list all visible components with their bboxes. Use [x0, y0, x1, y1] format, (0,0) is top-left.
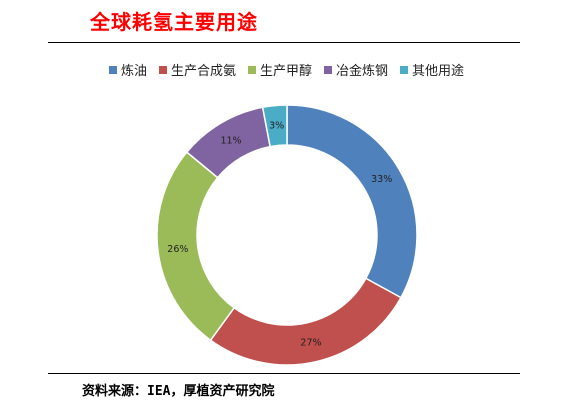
legend-swatch-methanol	[247, 65, 256, 74]
legend-label-steel: 冶金炼钢	[336, 64, 389, 79]
donut-slice-other	[261, 104, 288, 148]
donut-slice-refining	[286, 104, 418, 299]
slice-value-label-other: 3%	[269, 120, 284, 131]
legend-label-ammonia: 生产合成氨	[170, 64, 236, 79]
legend-item-ammonia: 生产合成氨	[158, 60, 236, 79]
legend-label-refining: 炼油	[120, 64, 147, 79]
legend-swatch-refining	[108, 65, 117, 74]
legend-swatch-ammonia	[158, 65, 167, 74]
legend-swatch-other	[400, 65, 409, 74]
chart-title: 全球耗氢主要用途	[90, 10, 258, 34]
slice-value-label-ammonia: 27%	[300, 337, 321, 348]
source-note: 资料来源：IEA，厚植资产研究院	[82, 384, 275, 399]
donut-slice-ammonia	[209, 277, 402, 366]
slice-value-label-refining: 33%	[371, 174, 392, 185]
legend-item-methanol: 生产甲醇	[247, 60, 312, 79]
legend-label-methanol: 生产甲醇	[259, 64, 312, 79]
legend-label-other: 其他用途	[412, 64, 465, 79]
slice-value-label-methanol: 26%	[167, 244, 188, 255]
top-divider	[48, 42, 520, 43]
slice-value-label-steel: 11%	[220, 135, 241, 146]
bottom-divider	[48, 373, 520, 374]
legend-item-other: 其他用途	[400, 60, 464, 79]
legend-swatch-steel	[324, 65, 332, 74]
legend-item-refining: 炼油	[108, 60, 147, 79]
donut-slices	[156, 104, 418, 366]
legend-item-steel: 冶金炼钢	[324, 60, 388, 79]
donut-value-labels: 33% 27% 26% 11% 3%	[167, 120, 392, 348]
legend: 炼油 生产合成氨 生产甲醇 冶金炼钢 其他用途	[0, 60, 573, 79]
